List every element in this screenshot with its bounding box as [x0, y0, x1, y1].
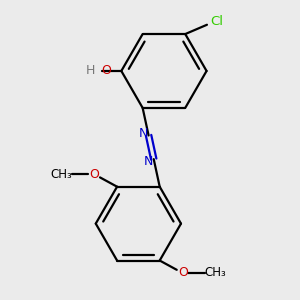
Text: O: O	[89, 168, 99, 181]
Text: O: O	[178, 266, 188, 279]
Text: CH₃: CH₃	[205, 266, 226, 279]
Text: CH₃: CH₃	[50, 168, 72, 181]
Text: O: O	[101, 64, 111, 77]
Text: N: N	[139, 127, 148, 140]
Text: N: N	[144, 155, 153, 168]
Text: H: H	[85, 64, 95, 77]
Text: Cl: Cl	[211, 15, 224, 28]
